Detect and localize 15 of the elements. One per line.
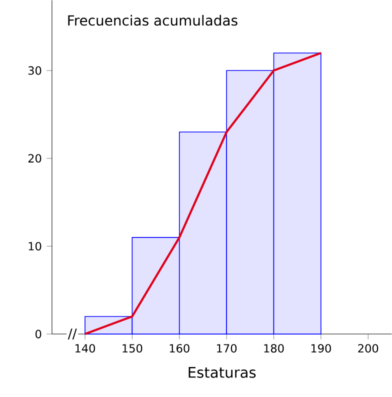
x-tick-label: 190 xyxy=(311,344,331,353)
x-tick-label: 150 xyxy=(122,344,142,353)
text: Frecuencias acumuladas xyxy=(68,14,238,26)
line-series xyxy=(84,52,322,336)
y-tick-label: 30 xyxy=(28,66,42,75)
x-tick-label: 170 xyxy=(217,344,237,353)
annotation: // xyxy=(68,328,77,340)
y-tick-label: 20 xyxy=(28,154,42,163)
x-tick-label: 200 xyxy=(358,344,378,353)
y-tick-label: 10 xyxy=(28,242,42,250)
y-tick-label: 0 xyxy=(36,330,42,338)
x-tick-label: 160 xyxy=(170,344,190,353)
x-tick-label: 140 xyxy=(75,344,96,353)
x-tick-label: 180 xyxy=(264,344,284,353)
x-axis-title: Estaturas xyxy=(188,367,256,378)
